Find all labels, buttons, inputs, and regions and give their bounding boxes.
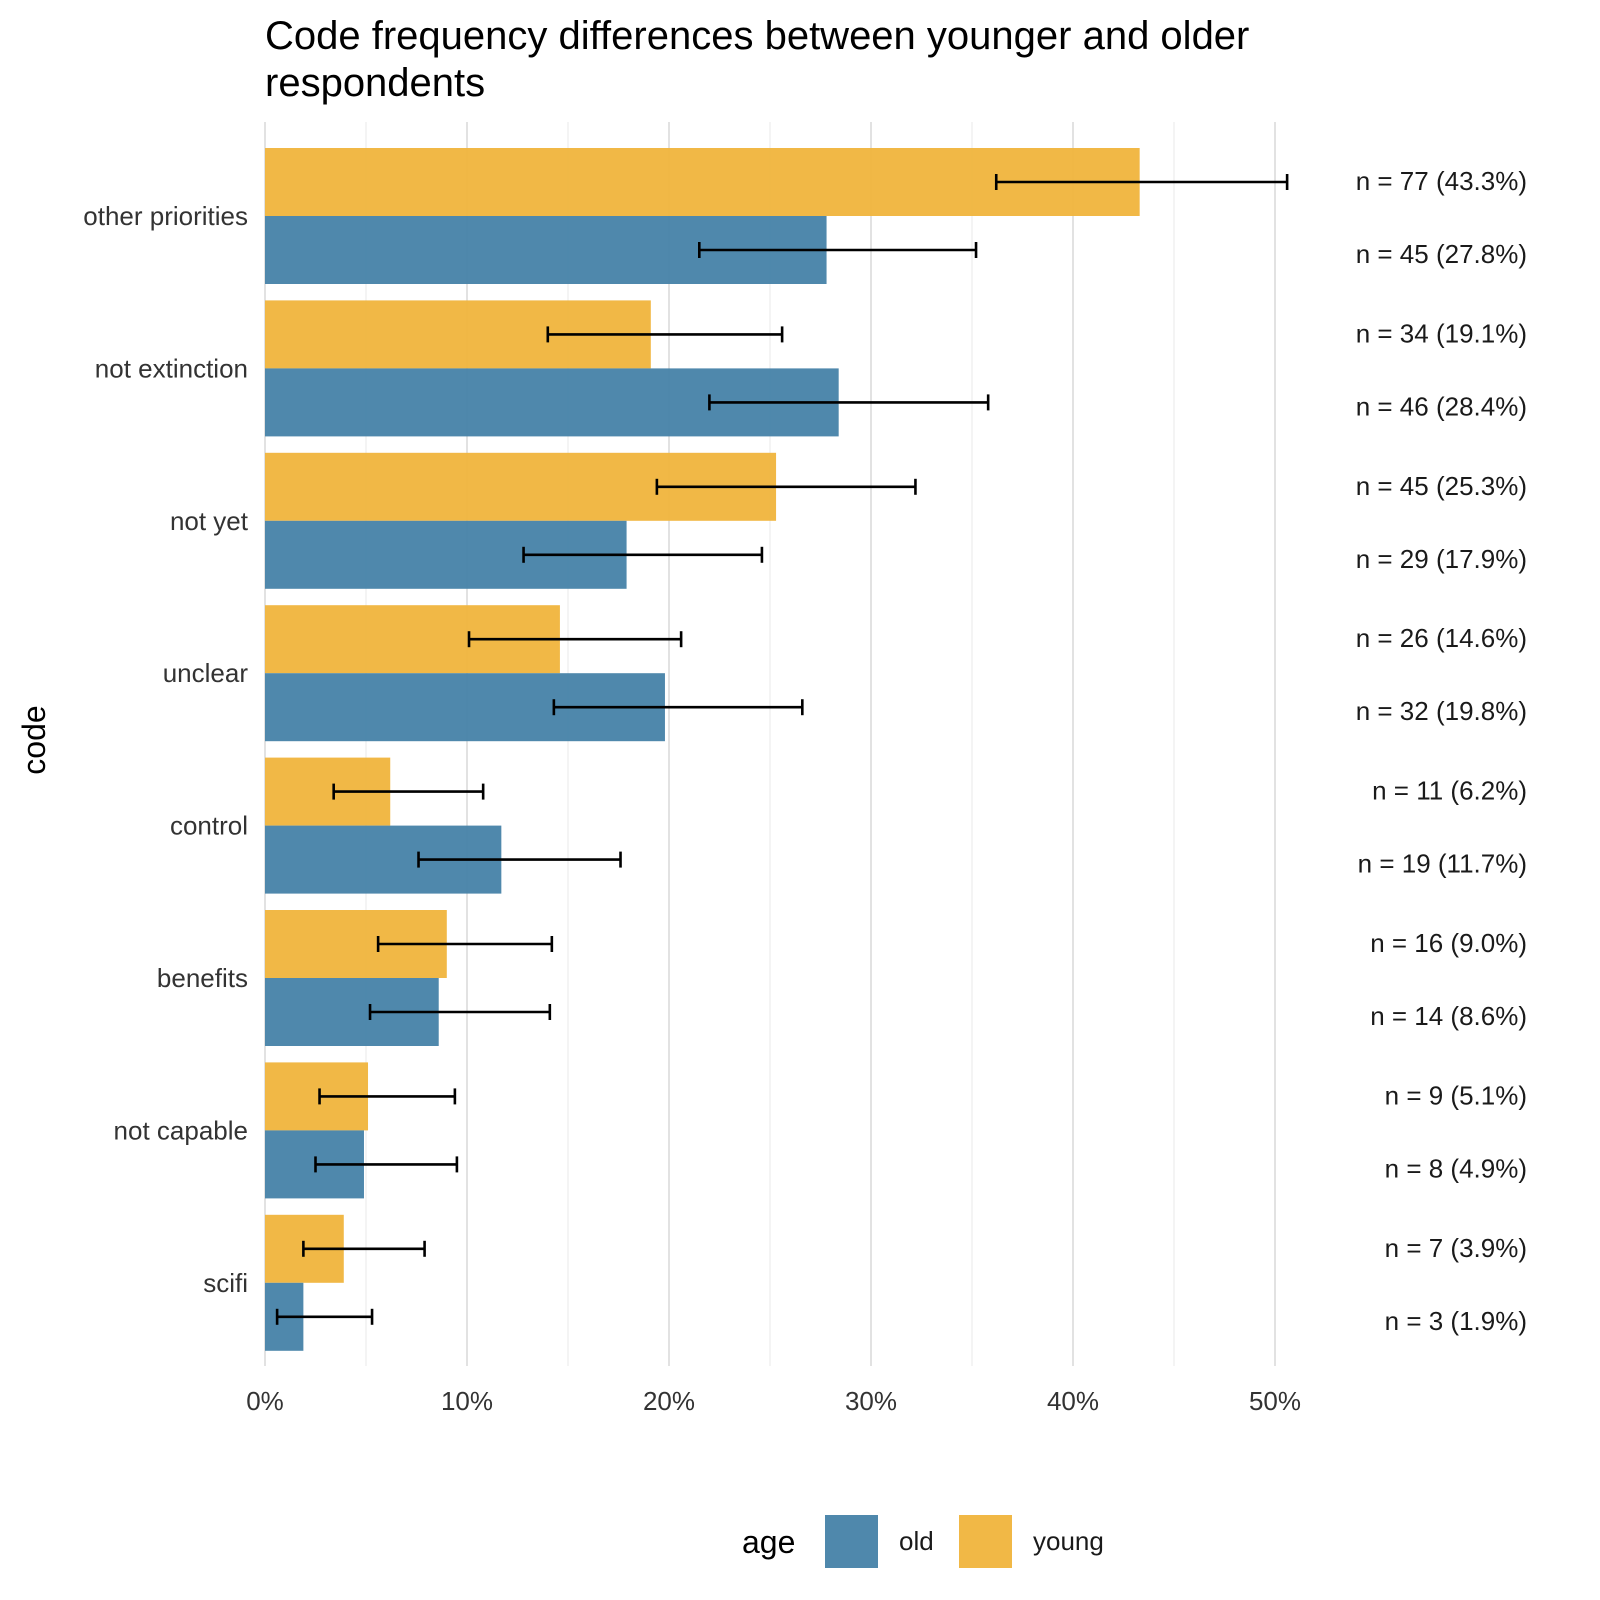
bar-annotation: n = 8 (4.9%) bbox=[1385, 1153, 1527, 1183]
x-tick-label: 0% bbox=[246, 1386, 284, 1416]
bar-young bbox=[265, 148, 1140, 216]
x-tick-label: 30% bbox=[845, 1386, 897, 1416]
chart-title-line-1: Code frequency differences between young… bbox=[265, 14, 1249, 58]
category-label: benefits bbox=[157, 963, 248, 993]
bar-annotation: n = 77 (43.3%) bbox=[1356, 166, 1527, 196]
chart-title: Code frequency differences between young… bbox=[265, 14, 1249, 105]
x-tick-label: 50% bbox=[1249, 1386, 1301, 1416]
x-tick-label: 40% bbox=[1047, 1386, 1099, 1416]
category-label-layer: other priorities not extinction not yet unc… bbox=[83, 201, 248, 1298]
x-tick-label: 10% bbox=[441, 1386, 493, 1416]
category-label: control bbox=[170, 811, 248, 841]
category-label: not extinction bbox=[95, 353, 248, 383]
legend-swatch-young bbox=[959, 1515, 1012, 1568]
bar-annotation: n = 34 (19.1%) bbox=[1356, 318, 1527, 348]
x-tick-label-layer: 0% 10% 20% 30% 40% 50% bbox=[246, 1386, 1301, 1416]
bar-annotation: n = 9 (5.1%) bbox=[1385, 1080, 1527, 1110]
category-label: other priorities bbox=[83, 201, 248, 231]
bar-annotation: n = 29 (17.9%) bbox=[1356, 544, 1527, 574]
category-label: not yet bbox=[170, 506, 249, 536]
legend: age old young bbox=[742, 1515, 1104, 1568]
bar-annotation: n = 16 (9.0%) bbox=[1370, 928, 1527, 958]
chart-title-line-2: respondents bbox=[265, 61, 485, 105]
category-label: unclear bbox=[163, 658, 249, 688]
annotation-layer: n = 77 (43.3%) n = 45 (27.8%) n = 34 (19.1… bbox=[1356, 166, 1527, 1336]
x-tick-label: 20% bbox=[643, 1386, 695, 1416]
bar-annotation: n = 19 (11.7%) bbox=[1358, 849, 1527, 879]
bar-annotation: n = 3 (1.9%) bbox=[1385, 1306, 1527, 1336]
bar-annotation: n = 45 (25.3%) bbox=[1356, 471, 1527, 501]
bar-annotation: n = 7 (3.9%) bbox=[1385, 1233, 1527, 1263]
bar-layer bbox=[265, 148, 1140, 1351]
legend-label-young: young bbox=[1033, 1526, 1104, 1556]
category-label: scifi bbox=[203, 1268, 248, 1298]
legend-swatch-old bbox=[825, 1515, 878, 1568]
bar-annotation: n = 14 (8.6%) bbox=[1370, 1001, 1527, 1031]
bar-annotation: n = 32 (19.8%) bbox=[1356, 696, 1527, 726]
legend-title: age bbox=[742, 1524, 795, 1560]
legend-label-old: old bbox=[899, 1526, 934, 1556]
bar-annotation: n = 45 (27.8%) bbox=[1356, 239, 1527, 269]
bar-annotation: n = 26 (14.6%) bbox=[1356, 623, 1527, 653]
bar-annotation: n = 11 (6.2%) bbox=[1372, 776, 1527, 806]
y-axis-title: code bbox=[16, 705, 52, 774]
errorbar-layer bbox=[275, 174, 1289, 1325]
bar-annotation: n = 46 (28.4%) bbox=[1356, 391, 1527, 421]
category-label: not capable bbox=[114, 1115, 248, 1145]
